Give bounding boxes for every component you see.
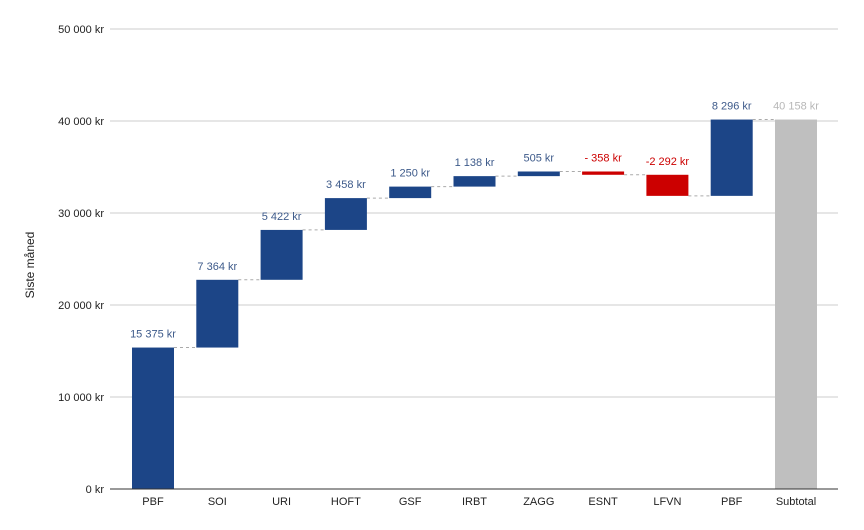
x-tick-label: Subtotal <box>776 496 816 508</box>
data-label: 40 158 kr <box>773 101 819 113</box>
data-label: 505 kr <box>524 152 555 164</box>
x-axis-tick-labels: PBF SOI URI HOFT GSF IRBT ZAGG ESNT LFVN PBF Subto… <box>142 496 816 508</box>
bar <box>517 171 560 177</box>
x-tick-label: IRBT <box>462 496 487 508</box>
bar <box>260 229 303 280</box>
x-tick-label: ZAGG <box>523 496 554 508</box>
bar <box>775 119 817 490</box>
data-label: -2 292 kr <box>646 156 690 168</box>
x-tick-label: GSF <box>399 496 422 508</box>
data-label: 1 250 kr <box>390 168 430 180</box>
bars <box>132 119 817 490</box>
bar <box>324 198 367 230</box>
y-axis-label: Siste måned <box>23 232 37 299</box>
data-label: 8 296 kr <box>712 101 752 113</box>
data-label: 7 364 kr <box>197 261 237 273</box>
y-tick-label: 20 000 kr <box>58 300 104 312</box>
connector-lines <box>174 119 775 349</box>
x-tick-label: URI <box>272 496 291 508</box>
bar <box>582 171 625 175</box>
y-tick-label: 10 000 kr <box>58 392 104 404</box>
data-labels: 15 375 kr 7 364 kr 5 422 kr 3 458 kr 1 250 k… <box>130 101 819 341</box>
data-label: - 358 kr <box>584 152 622 164</box>
data-label: 15 375 kr <box>130 329 176 341</box>
bar <box>453 176 496 187</box>
x-tick-label: ESNT <box>588 496 618 508</box>
y-axis-tick-labels: 0 kr 10 000 kr 20 000 kr 30 000 kr 40 000 kr… <box>58 24 104 496</box>
data-label: 5 422 kr <box>262 211 302 223</box>
x-tick-label: PBF <box>721 496 743 508</box>
x-tick-label: SOI <box>208 496 227 508</box>
data-label: 1 138 kr <box>455 157 495 169</box>
bar <box>646 174 689 196</box>
bar <box>132 347 174 489</box>
y-tick-label: 0 kr <box>86 484 105 496</box>
bar <box>389 186 432 199</box>
x-tick-label: LFVN <box>653 496 681 508</box>
data-label: 3 458 kr <box>326 179 366 191</box>
x-tick-label: PBF <box>142 496 164 508</box>
y-tick-label: 50 000 kr <box>58 24 104 36</box>
x-tick-label: HOFT <box>331 496 361 508</box>
bar <box>710 119 753 196</box>
y-tick-label: 40 000 kr <box>58 116 104 128</box>
bar <box>196 279 239 348</box>
y-tick-label: 30 000 kr <box>58 208 104 220</box>
